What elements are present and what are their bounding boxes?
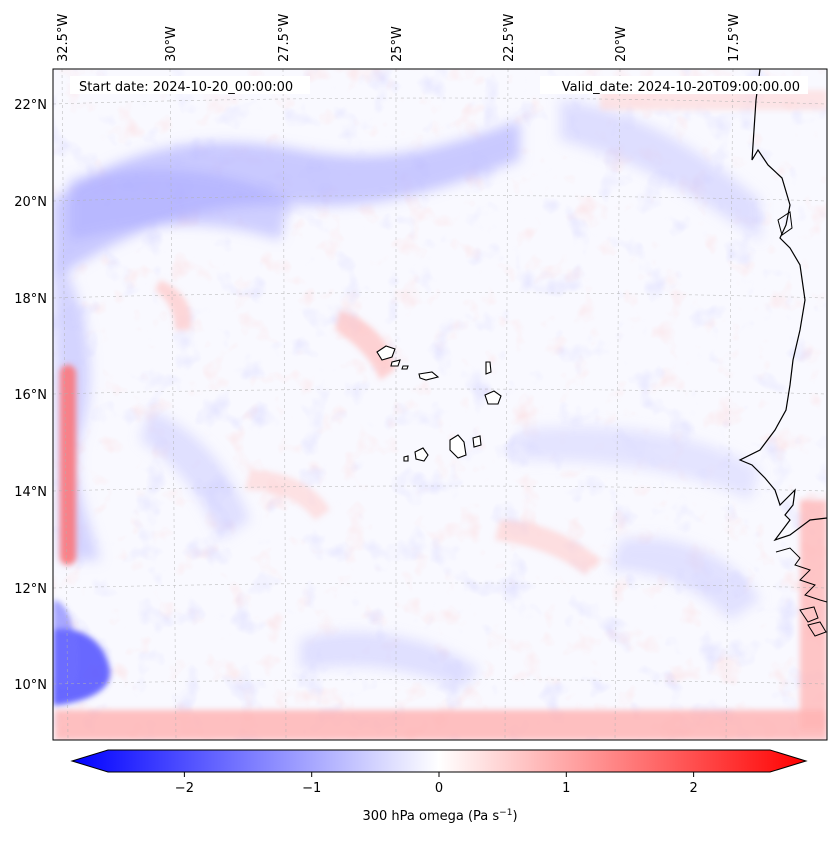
colorbar-bar: [70, 749, 808, 773]
longitude-tick-label: 30°W: [164, 26, 179, 62]
map-frame: [52, 68, 828, 741]
colorbar-label: 300 hPa omega (Pa s−1): [362, 808, 517, 824]
valid-date-box: [540, 76, 808, 94]
africa-coastline: [738, 69, 827, 542]
cape-verde-islands: [376, 345, 502, 462]
latitude-tick-label: 20°N: [14, 195, 47, 210]
latitude-tick-label: 18°N: [14, 292, 47, 307]
start-date-box: [70, 76, 310, 94]
ascent-southwest-corner: [53, 600, 111, 705]
guinea-coast: [775, 547, 827, 603]
longitude-tick-label: 32.5°W: [56, 14, 71, 62]
latitude-tick-label: 12°N: [14, 582, 47, 597]
longitude-tick-label: 27.5°W: [277, 14, 292, 62]
descent-boundary: [55, 90, 827, 740]
latitude-tick-labels: 22°N 20°N 18°N 16°N 14°N 12°N 10°N: [14, 98, 47, 693]
longitude-tick-label: 22.5°W: [502, 14, 517, 62]
map-panel: Start date: 2024-10-20_00:00:00 Valid_da…: [52, 68, 828, 741]
graticule: [53, 69, 827, 740]
colorbar-tick-label: 0: [435, 781, 443, 796]
latitude-tick-label: 16°N: [14, 388, 47, 403]
latitude-tick-label: 14°N: [14, 485, 47, 500]
longitude-tick-labels: 32.5°W 30°W 27.5°W 25°W 22.5°W 20°W 17.5°W: [56, 14, 742, 62]
colorbar-tick-label: −1: [302, 781, 321, 796]
colorbar: −2 −1 0 1 2 300 hPa omega (Pa s−1): [70, 749, 808, 824]
latitude-tick-label: 10°N: [14, 678, 47, 693]
longitude-tick-label: 25°W: [390, 26, 405, 62]
colorbar-tick-label: −2: [175, 781, 194, 796]
latitude-tick-label: 22°N: [14, 98, 47, 113]
colorbar-tick-label: 2: [689, 781, 697, 796]
valid-date-label: Valid_date: 2024-10-20T09:00:00.00: [562, 80, 800, 95]
colorbar-ticks: −2 −1 0 1 2: [175, 772, 698, 796]
longitude-tick-label: 20°W: [614, 26, 629, 62]
longitude-tick-label: 17.5°W: [727, 14, 742, 62]
omega-field: [53, 69, 827, 740]
start-date-label: Start date: 2024-10-20_00:00:00: [79, 80, 293, 95]
colorbar-tick-label: 1: [562, 781, 570, 796]
